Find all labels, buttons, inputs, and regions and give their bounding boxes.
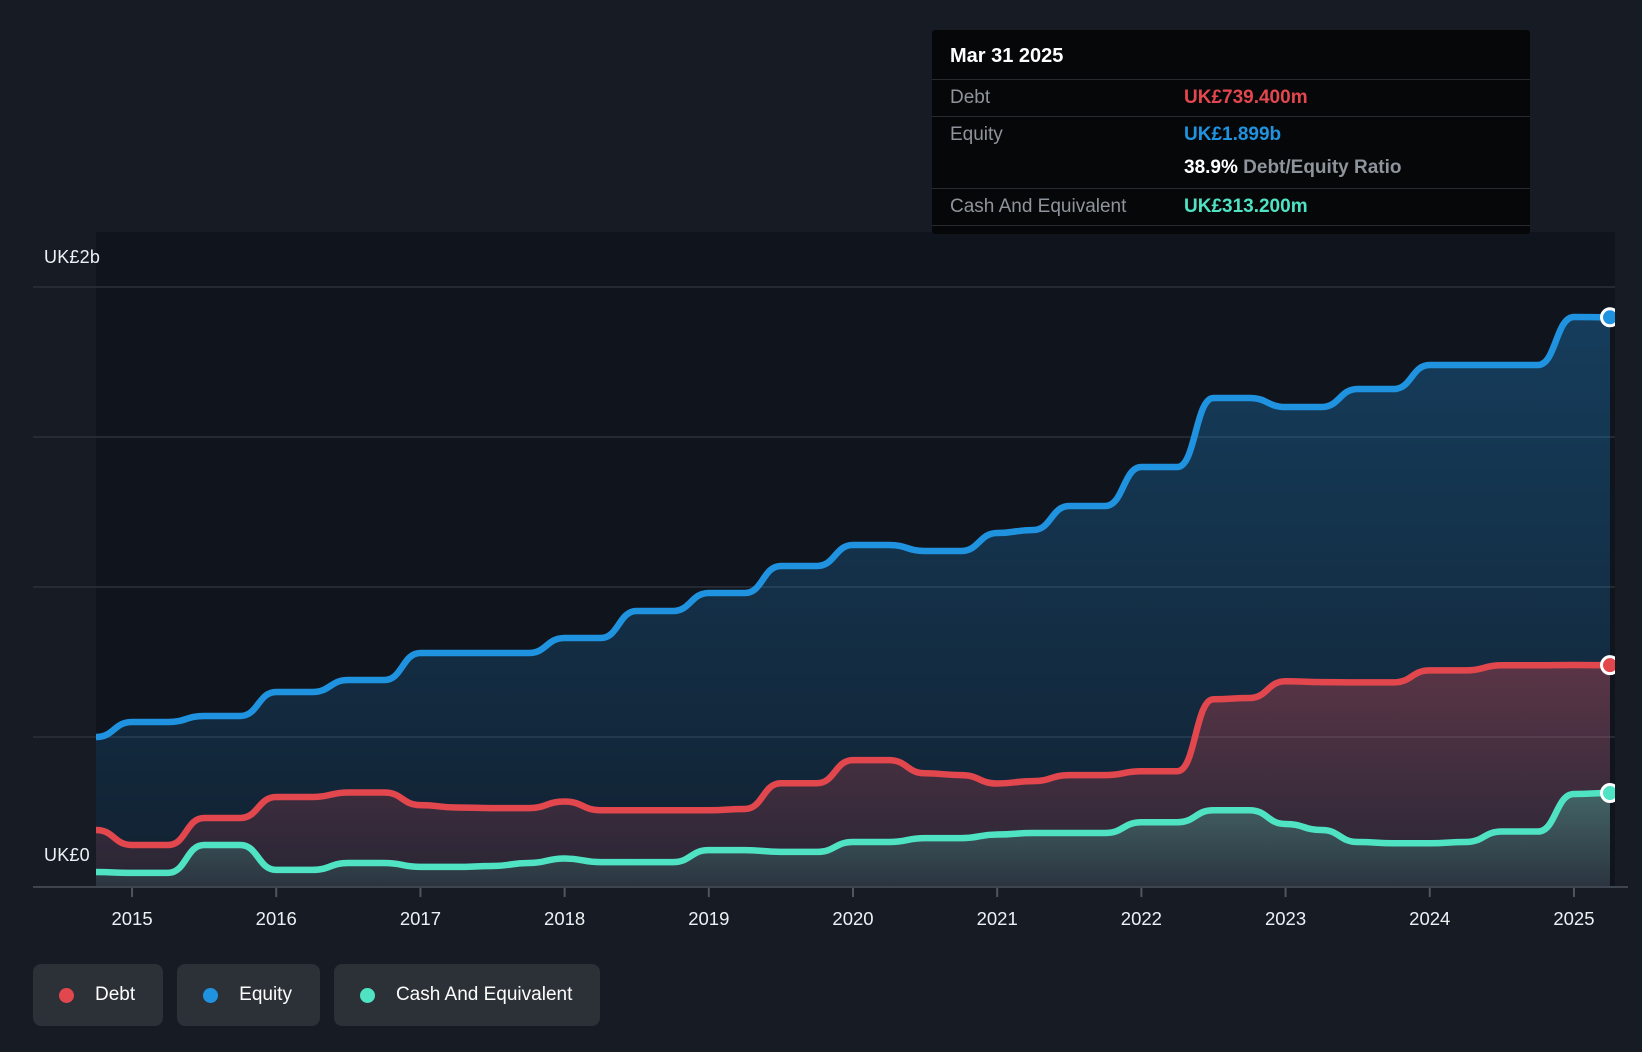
x-axis-label-2018: 2018: [544, 908, 585, 929]
legend-cash-label: Cash And Equivalent: [395, 984, 573, 1005]
legend-equity-label: Equity: [239, 984, 292, 1005]
x-axis-label-2021: 2021: [977, 908, 1018, 929]
legend-debt-label: Debt: [95, 984, 136, 1005]
cash-and-equivalent-line[interactable]: [96, 789, 1614, 877]
tooltip-ratio-label: Debt/Equity Ratio: [1243, 157, 1402, 178]
tooltip-debt-row: Debt UK£739.400m: [932, 80, 1530, 117]
tooltip-equity-label: Equity: [950, 124, 1003, 145]
tooltip-ratio-value: 38.9%: [1184, 157, 1238, 178]
chart-legend: Debt Equity Cash And Equivalent: [33, 964, 601, 1026]
legend-item-debt[interactable]: Debt: [33, 964, 164, 1026]
tooltip-equity-row: Equity UK£1.899b: [932, 117, 1530, 153]
x-axis-label-2015: 2015: [111, 908, 152, 929]
tooltip-cash-label: Cash And Equivalent: [950, 196, 1127, 217]
tooltip-cash-row: Cash And Equivalent UK£313.200m: [932, 189, 1530, 226]
x-axis-label-2024: 2024: [1409, 908, 1450, 929]
cash-and-equivalent-end-marker[interactable]: [1600, 783, 1619, 804]
legend-item-equity[interactable]: Equity: [177, 964, 320, 1026]
tooltip-equity-value: UK£1.899b: [1184, 124, 1282, 145]
x-axis-label-2019: 2019: [688, 908, 729, 929]
x-axis-label-2020: 2020: [832, 908, 873, 929]
tooltip-date: Mar 31 2025: [932, 30, 1530, 80]
tooltip-debt-value: UK£739.400m: [1184, 87, 1308, 108]
equity-dot-icon: [203, 987, 219, 1003]
x-axis-label-2017: 2017: [400, 908, 441, 929]
debt-dot-icon: [59, 987, 74, 1003]
x-axis-label-2025: 2025: [1553, 908, 1594, 929]
tooltip-debt-label: Debt: [950, 87, 991, 108]
tooltip-ratio-row: 38.9% Debt/Equity Ratio: [932, 153, 1530, 189]
x-axis-label-2022: 2022: [1121, 908, 1162, 929]
y-axis-label-0: UK£0: [44, 845, 90, 865]
tooltip-cash-value: UK£313.200m: [1184, 196, 1308, 217]
x-axis-label-2023: 2023: [1265, 908, 1306, 929]
cash-dot-icon: [359, 987, 375, 1003]
cash-and-equivalent-area: [96, 793, 1610, 887]
equity-end-marker[interactable]: [1600, 307, 1619, 328]
x-axis-label-2016: 2016: [256, 908, 297, 929]
y-axis-label-2b: UK£2b: [44, 247, 101, 267]
debt-end-marker[interactable]: [1600, 655, 1619, 676]
legend-item-cash[interactable]: Cash And Equivalent: [333, 964, 601, 1026]
debt-line[interactable]: [96, 661, 1614, 849]
chart-tooltip: Mar 31 2025 Debt UK£739.400m Equity UK£1…: [932, 30, 1530, 234]
equity-line[interactable]: [96, 313, 1614, 741]
